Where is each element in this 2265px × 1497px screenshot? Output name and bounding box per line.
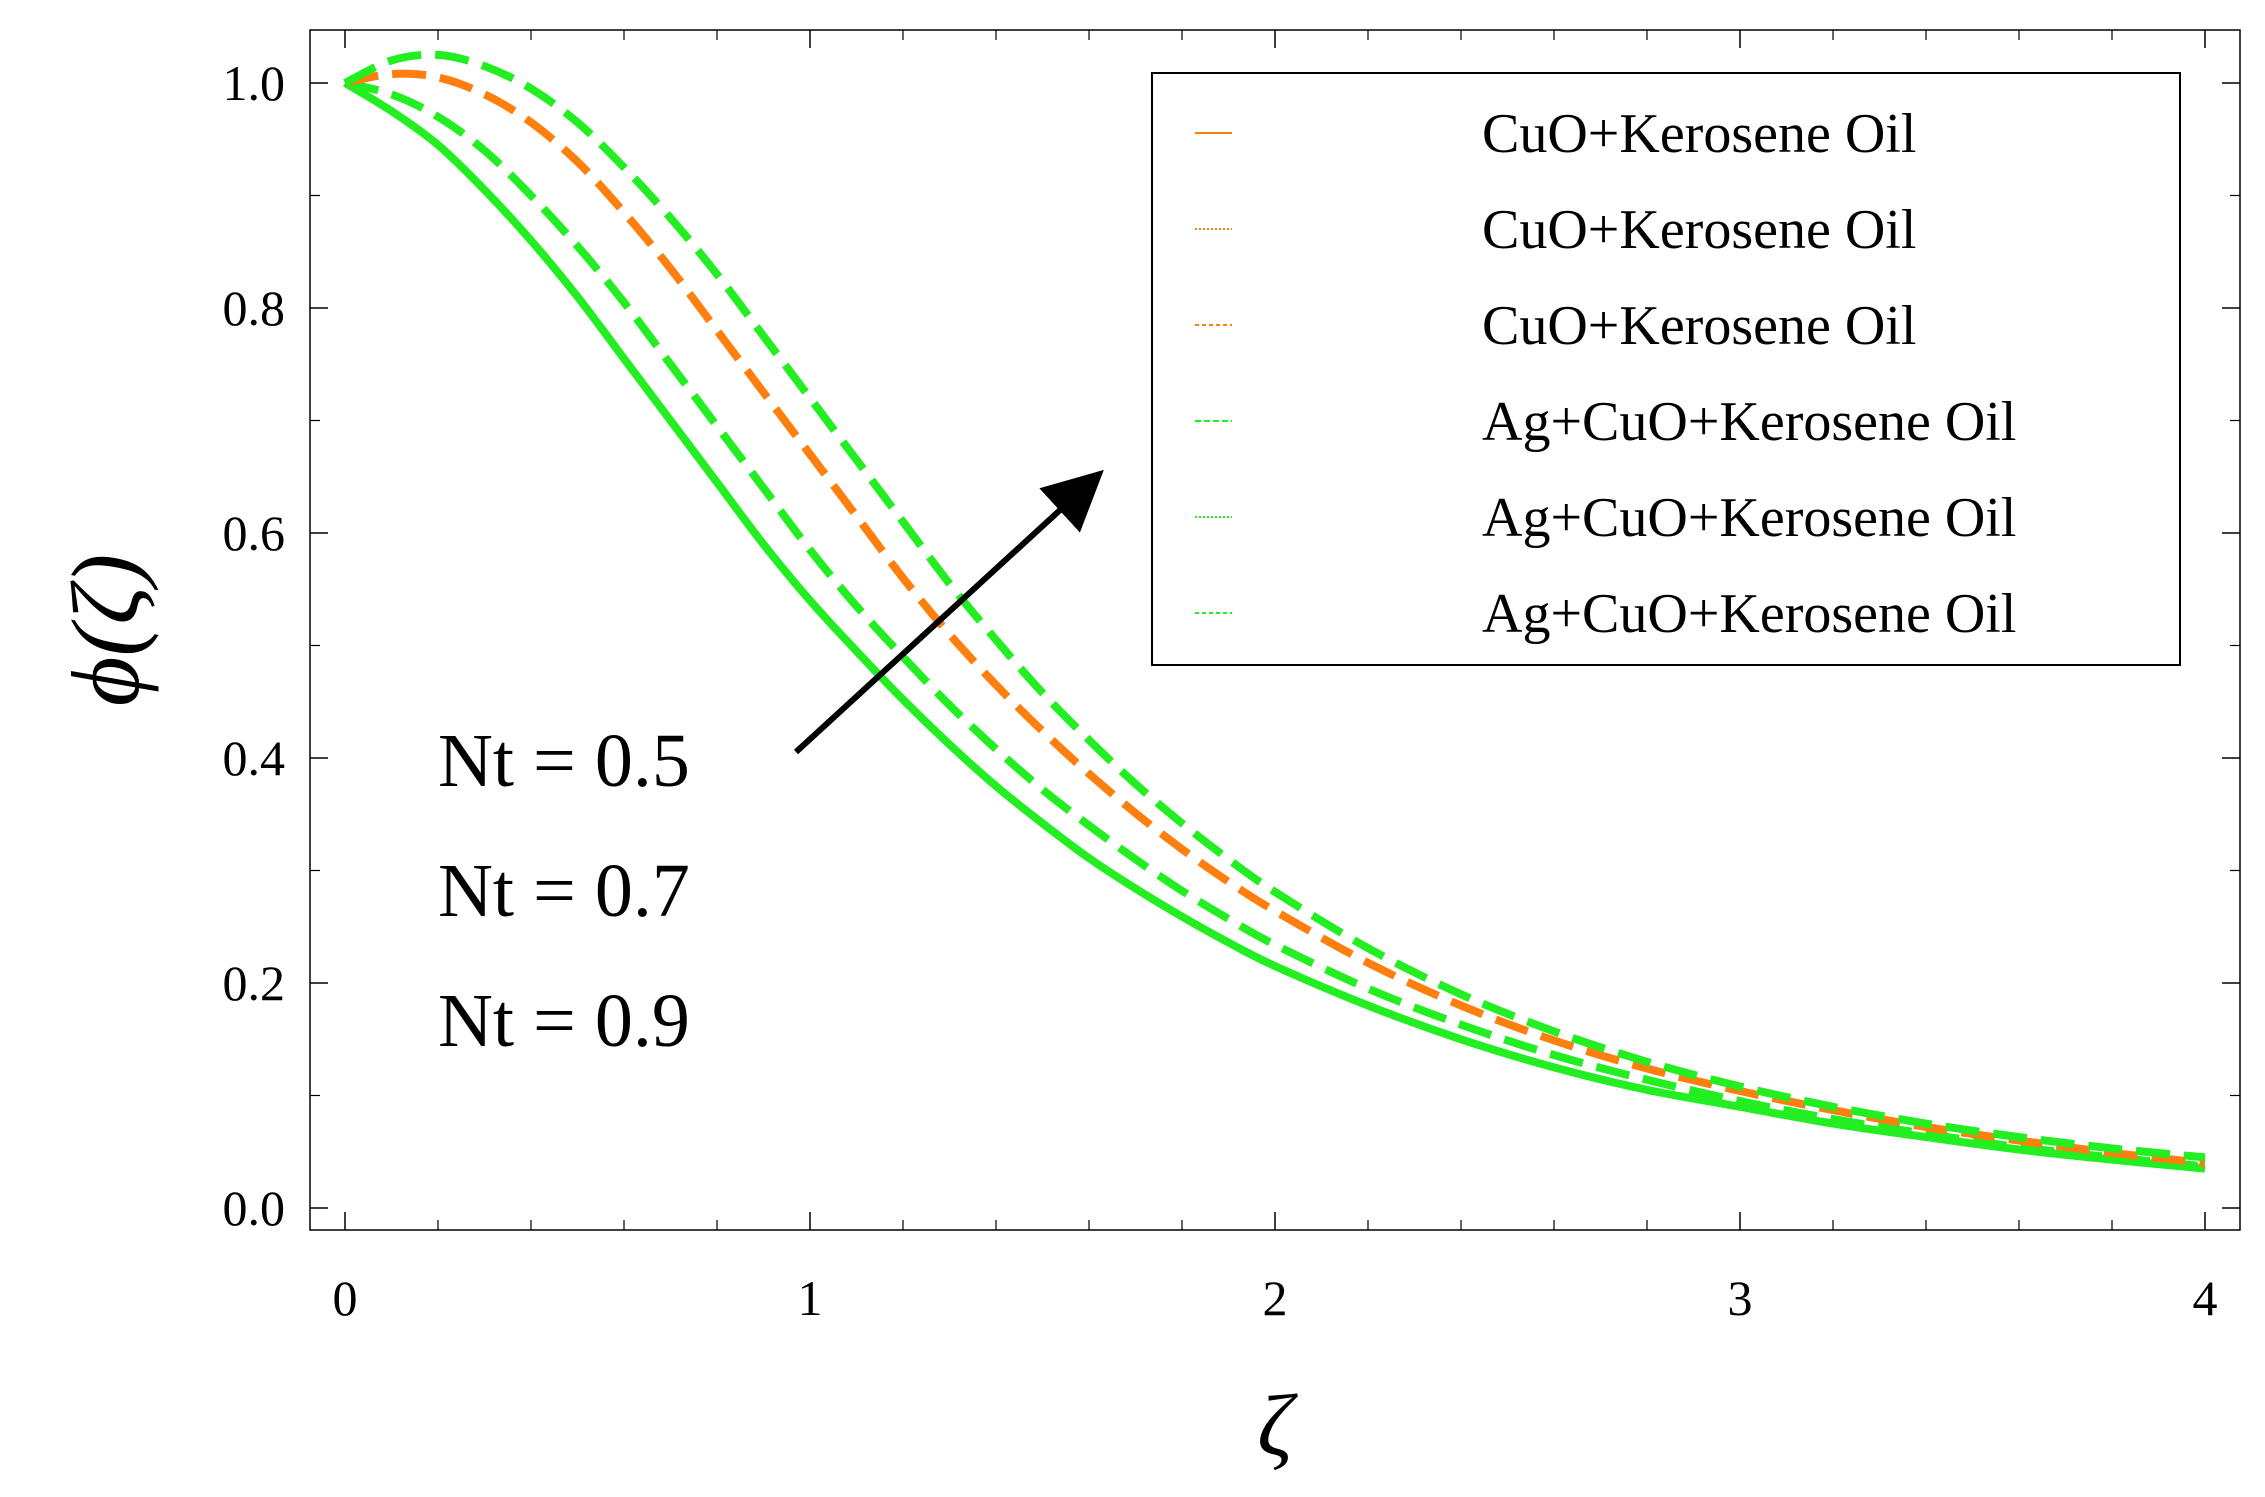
legend-label: Ag+CuO+Kerosene Oil [1482, 391, 2016, 453]
legend: CuO+Kerosene Oil CuO+Kerosene Oil CuO+Kero… [1151, 72, 2181, 666]
series-line-1 [342, 79, 2206, 1173]
y-tick-label: 0.8 [223, 280, 286, 336]
legend-label: CuO+Kerosene Oil [1482, 103, 1916, 165]
x-tick-label: 2 [1263, 1270, 1288, 1326]
x-axis-ticks: 0 1 2 3 4 [333, 30, 2218, 1326]
nt-label-1: Nt = 0.5 [438, 719, 690, 803]
y-tick-label: 0.2 [223, 955, 286, 1011]
legend-label: CuO+Kerosene Oil [1482, 199, 1916, 261]
x-tick-label: 3 [1728, 1270, 1753, 1326]
nt-label-2: Nt = 0.7 [438, 849, 690, 933]
x-tick-label: 1 [798, 1270, 823, 1326]
legend-box [1151, 72, 2181, 666]
minor-ticks [310, 30, 2240, 1230]
y-tick-label: 0.0 [223, 1180, 286, 1236]
legend-label: CuO+Kerosene Oil [1482, 295, 1916, 357]
plot-area: 0 1 2 3 4 0.0 0.2 0.4 0.6 0.8 1.0 [223, 29, 2241, 1326]
series-layer [342, 50, 2206, 1173]
legend-items: CuO+Kerosene Oil CuO+Kerosene Oil CuO+Kero… [1195, 103, 2016, 645]
legend-label: Ag+CuO+Kerosene Oil [1482, 583, 2016, 645]
x-tick-label: 0 [333, 1270, 358, 1326]
series-line-4 [343, 50, 2206, 1162]
x-tick-label: 4 [2193, 1270, 2218, 1326]
nt-annotation: Nt = 0.5 Nt = 0.7 Nt = 0.9 [438, 469, 1104, 1063]
nt-label-3: Nt = 0.9 [438, 979, 690, 1063]
y-tick-label: 1.0 [223, 55, 286, 111]
series-line-2 [344, 79, 2206, 1171]
x-axis-title: ζ [1257, 1378, 1298, 1475]
y-axis-title: ϕ(ζ) [52, 554, 159, 706]
y-tick-label: 0.4 [223, 730, 286, 786]
y-tick-label: 0.6 [223, 505, 286, 561]
legend-label: Ag+CuO+Kerosene Oil [1482, 487, 2016, 549]
y-axis-ticks: 0.0 0.2 0.4 0.6 0.8 1.0 [223, 55, 2240, 1236]
nt-arrow [793, 469, 1104, 755]
